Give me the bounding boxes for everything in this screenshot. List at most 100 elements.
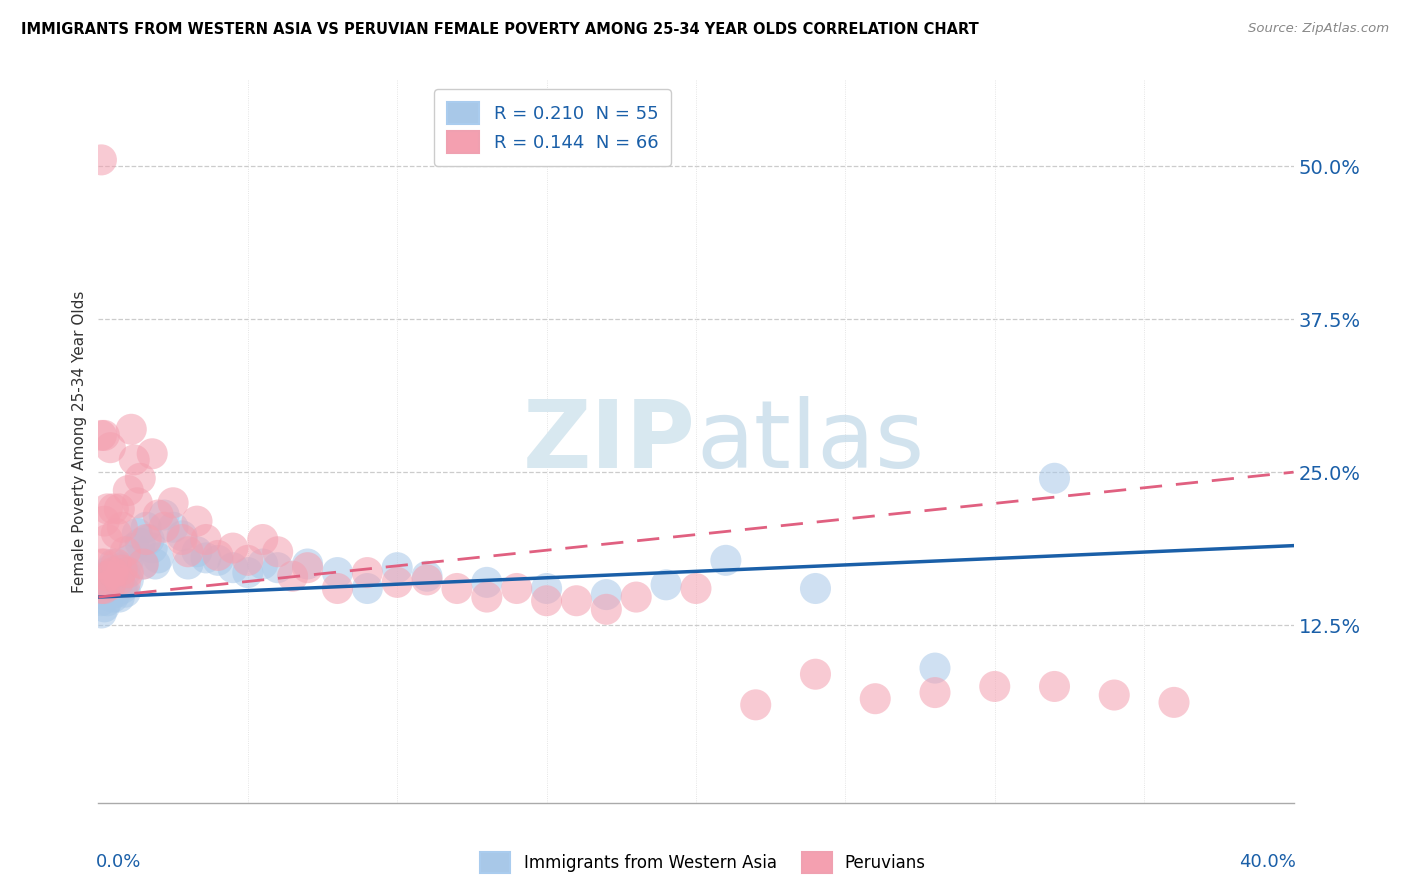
Point — [326, 566, 349, 580]
Point — [127, 526, 149, 541]
Point — [93, 569, 115, 583]
Point — [114, 566, 136, 580]
Point — [536, 593, 558, 607]
Point — [138, 533, 160, 547]
Point — [90, 606, 112, 620]
Y-axis label: Female Poverty Among 25-34 Year Olds: Female Poverty Among 25-34 Year Olds — [72, 291, 87, 592]
Point — [162, 520, 184, 534]
Point — [129, 536, 152, 550]
Point — [96, 575, 118, 590]
Point — [1043, 680, 1066, 694]
Point — [267, 560, 290, 574]
Point — [114, 585, 136, 599]
Point — [172, 529, 194, 543]
Point — [90, 582, 112, 596]
Point — [745, 698, 768, 712]
Point — [124, 541, 146, 555]
Point — [186, 545, 208, 559]
Point — [1043, 471, 1066, 485]
Point — [385, 575, 409, 590]
Point — [222, 541, 245, 555]
Point — [195, 550, 218, 565]
Point — [127, 496, 149, 510]
Point — [177, 545, 200, 559]
Point — [984, 680, 1007, 694]
Point — [297, 560, 319, 574]
Point — [714, 553, 737, 567]
Point — [135, 520, 157, 534]
Point — [506, 582, 529, 596]
Point — [356, 566, 378, 580]
Point — [207, 553, 229, 567]
Point — [114, 545, 136, 559]
Point — [114, 575, 136, 590]
Point — [236, 553, 259, 567]
Point — [105, 585, 128, 599]
Text: 0.0%: 0.0% — [96, 854, 142, 871]
Point — [267, 545, 290, 559]
Point — [108, 502, 131, 516]
Point — [141, 541, 163, 555]
Point — [236, 566, 259, 580]
Point — [172, 533, 194, 547]
Legend: Immigrants from Western Asia, Peruvians: Immigrants from Western Asia, Peruvians — [474, 846, 932, 880]
Point — [416, 569, 439, 583]
Point — [356, 582, 378, 596]
Point — [297, 557, 319, 571]
Point — [117, 566, 139, 580]
Point — [595, 588, 617, 602]
Point — [626, 590, 648, 604]
Point — [416, 573, 439, 587]
Point — [120, 422, 142, 436]
Point — [132, 557, 155, 571]
Point — [595, 602, 617, 616]
Point — [96, 502, 118, 516]
Point — [96, 593, 118, 607]
Point — [222, 560, 245, 574]
Point — [804, 582, 827, 596]
Point — [93, 428, 115, 442]
Point — [117, 483, 139, 498]
Point — [148, 508, 170, 522]
Text: atlas: atlas — [696, 395, 924, 488]
Point — [177, 557, 200, 571]
Point — [446, 582, 468, 596]
Point — [103, 557, 125, 571]
Point — [93, 557, 115, 571]
Point — [143, 557, 166, 571]
Point — [153, 520, 176, 534]
Point — [98, 578, 122, 592]
Point — [124, 453, 146, 467]
Point — [924, 685, 946, 699]
Point — [105, 566, 128, 580]
Point — [111, 520, 134, 534]
Point — [108, 569, 131, 583]
Text: 40.0%: 40.0% — [1239, 854, 1296, 871]
Point — [98, 563, 122, 577]
Point — [117, 553, 139, 567]
Point — [90, 557, 112, 571]
Point — [475, 590, 498, 604]
Point — [96, 569, 118, 583]
Point — [1163, 695, 1185, 709]
Point — [252, 557, 274, 571]
Point — [281, 569, 304, 583]
Point — [117, 573, 139, 587]
Point — [1104, 688, 1126, 702]
Text: ZIP: ZIP — [523, 395, 696, 488]
Point — [90, 428, 112, 442]
Point — [385, 560, 409, 574]
Point — [98, 582, 122, 596]
Point — [90, 582, 112, 596]
Point — [252, 533, 274, 547]
Point — [108, 573, 131, 587]
Point — [98, 441, 122, 455]
Point — [103, 566, 125, 580]
Point — [655, 578, 678, 592]
Point — [865, 691, 887, 706]
Point — [96, 533, 118, 547]
Point — [186, 514, 208, 528]
Point — [132, 557, 155, 571]
Point — [93, 599, 115, 614]
Point — [93, 514, 115, 528]
